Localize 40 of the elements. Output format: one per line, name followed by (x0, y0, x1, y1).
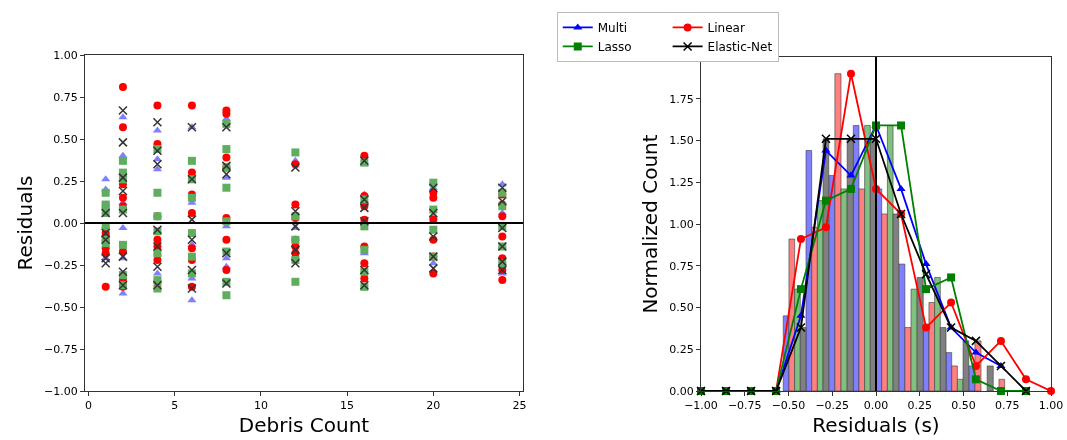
x-tick-label: 15 (340, 399, 355, 413)
x-tick-label: −0.50 (771, 399, 806, 413)
x-tick-label: −1.00 (684, 399, 718, 413)
x-tick-label: 0.75 (995, 399, 1020, 413)
y-axis-title: Residuals (12, 175, 37, 271)
x-tick-label: 0 (84, 399, 92, 413)
y-tick-label: 0.00 (669, 384, 694, 398)
y-tick-label: 1.00 (669, 217, 694, 231)
y-tick-label: 0.75 (53, 90, 78, 104)
x-tick-label: 0.00 (863, 399, 889, 413)
y-tick-label: 1.75 (669, 92, 694, 106)
x-tick-label: 5 (171, 399, 179, 413)
y-tick-label: −0.50 (44, 300, 78, 314)
y-tick-label: 0.75 (669, 259, 694, 273)
y-tick-label: 0.25 (53, 174, 78, 188)
y-tick-label: 1.50 (669, 134, 694, 148)
x-tick-label: 25 (512, 399, 527, 413)
x-tick-label: −0.75 (727, 399, 762, 413)
y-tick-label: −0.75 (44, 342, 78, 356)
x-axis-title: Debris Count (238, 412, 370, 437)
y-tick-label: 0.25 (669, 343, 694, 357)
y-tick-label: 0.00 (53, 216, 78, 230)
x-tick-label: 1.00 (1038, 399, 1064, 413)
y-tick-label: 0.50 (669, 301, 694, 315)
legend-label: Lasso (597, 40, 632, 55)
x-axis-title: Residuals (s) (812, 412, 940, 437)
x-tick-label: 10 (253, 399, 268, 413)
x-tick-label: 0.25 (907, 399, 932, 413)
x-tick-label: 0.50 (951, 399, 976, 413)
y-tick-label: −1.00 (44, 384, 78, 398)
legend-label: Elastic-Net (707, 40, 773, 55)
legend-label: Multi (597, 21, 628, 36)
y-tick-label: 0.50 (53, 132, 78, 146)
y-axis-title: Normalized Count (637, 134, 662, 314)
legend-label: Linear (707, 21, 745, 36)
y-tick-label: 1.25 (669, 176, 694, 190)
x-tick-label: 20 (426, 399, 441, 413)
x-tick-label: −0.25 (815, 399, 850, 413)
y-tick-label: 1.00 (53, 48, 78, 62)
y-tick-label: −0.25 (44, 258, 78, 272)
